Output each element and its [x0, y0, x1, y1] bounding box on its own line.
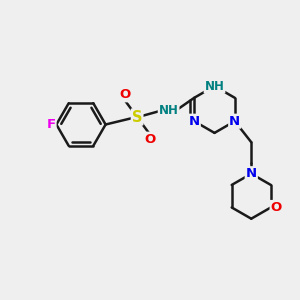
- Text: F: F: [46, 118, 56, 131]
- Text: S: S: [132, 110, 142, 124]
- Text: N: N: [229, 115, 240, 128]
- Text: NH: NH: [159, 104, 178, 117]
- Text: NH: NH: [205, 80, 224, 93]
- Text: O: O: [271, 201, 282, 214]
- Text: O: O: [144, 133, 155, 146]
- Text: N: N: [189, 115, 200, 128]
- Text: N: N: [246, 167, 257, 180]
- Text: O: O: [119, 88, 130, 101]
